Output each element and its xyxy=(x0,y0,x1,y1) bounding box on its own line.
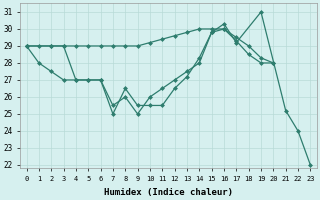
X-axis label: Humidex (Indice chaleur): Humidex (Indice chaleur) xyxy=(104,188,233,197)
